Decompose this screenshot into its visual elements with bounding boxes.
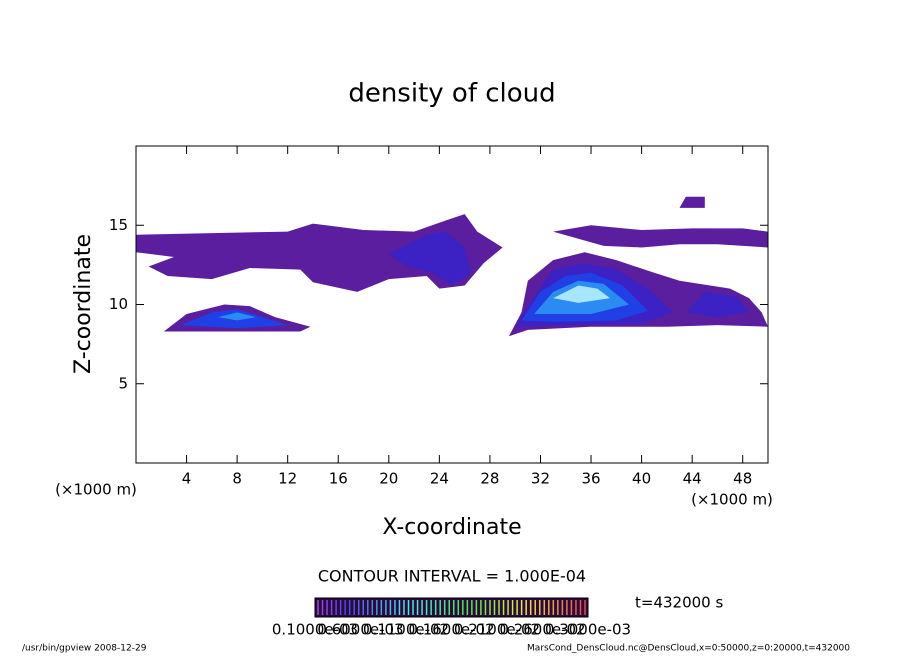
y-unit: (×1000 m) <box>55 481 137 499</box>
colorbar-label: 0.2100e-02 <box>454 621 540 639</box>
x-tick-label: 32 <box>531 470 550 488</box>
y-tick-label: 5 <box>118 374 128 392</box>
plot-area <box>136 196 768 337</box>
colorbar-label: 0.2600e-02 <box>499 621 585 639</box>
cloud-region <box>553 225 768 248</box>
footer-left: /usr/bin/gpview 2008-12-29 <box>22 644 147 654</box>
x-tick-label: 20 <box>379 470 398 488</box>
colorbar-bg <box>314 597 589 618</box>
y-tick-label: 10 <box>109 295 128 313</box>
y-axis-label: Z-coordinate <box>71 234 96 374</box>
x-tick-label: 4 <box>182 470 192 488</box>
cloud-region <box>218 312 257 321</box>
cloud-region <box>679 196 705 208</box>
x-tick-label: 36 <box>581 470 600 488</box>
x-tick-label: 16 <box>329 470 348 488</box>
time-label: t=432000 s <box>635 594 723 612</box>
colorbar-label: 0.3000e-03 <box>545 621 631 639</box>
cloud-region <box>553 285 610 303</box>
colorbar-label: 0.1100e-02 <box>363 621 449 639</box>
x-tick-label: 24 <box>430 470 449 488</box>
x-unit: (×1000 m) <box>691 491 773 509</box>
contour-interval: CONTOUR INTERVAL = 1.000E-04 <box>318 567 586 586</box>
x-tick-label: 28 <box>480 470 499 488</box>
cloud-region <box>136 214 503 292</box>
y-tick-label: 15 <box>109 216 128 234</box>
chart-title: density of cloud <box>348 79 555 109</box>
x-tick-label: 12 <box>278 470 297 488</box>
colorbar-label: 0.1600e-02 <box>408 621 494 639</box>
cloud-region <box>685 291 750 318</box>
footer-right: MarsCond_DensCloud.nc@DensCloud,x=0:5000… <box>527 644 850 654</box>
x-tick-label: 44 <box>683 470 702 488</box>
x-axis-label: X-coordinate <box>382 515 521 540</box>
colorbar-label: 0.1000e-03 <box>272 621 358 639</box>
colorbar-label: 0.6000e-03 <box>317 621 403 639</box>
x-tick-label: 40 <box>632 470 651 488</box>
cloud-region <box>388 231 471 286</box>
x-tick-label: 48 <box>733 470 752 488</box>
colorbar: 0.1000e-030.6000e-030.1100e-020.1600e-02… <box>272 597 631 639</box>
x-tick-label: 8 <box>232 470 242 488</box>
